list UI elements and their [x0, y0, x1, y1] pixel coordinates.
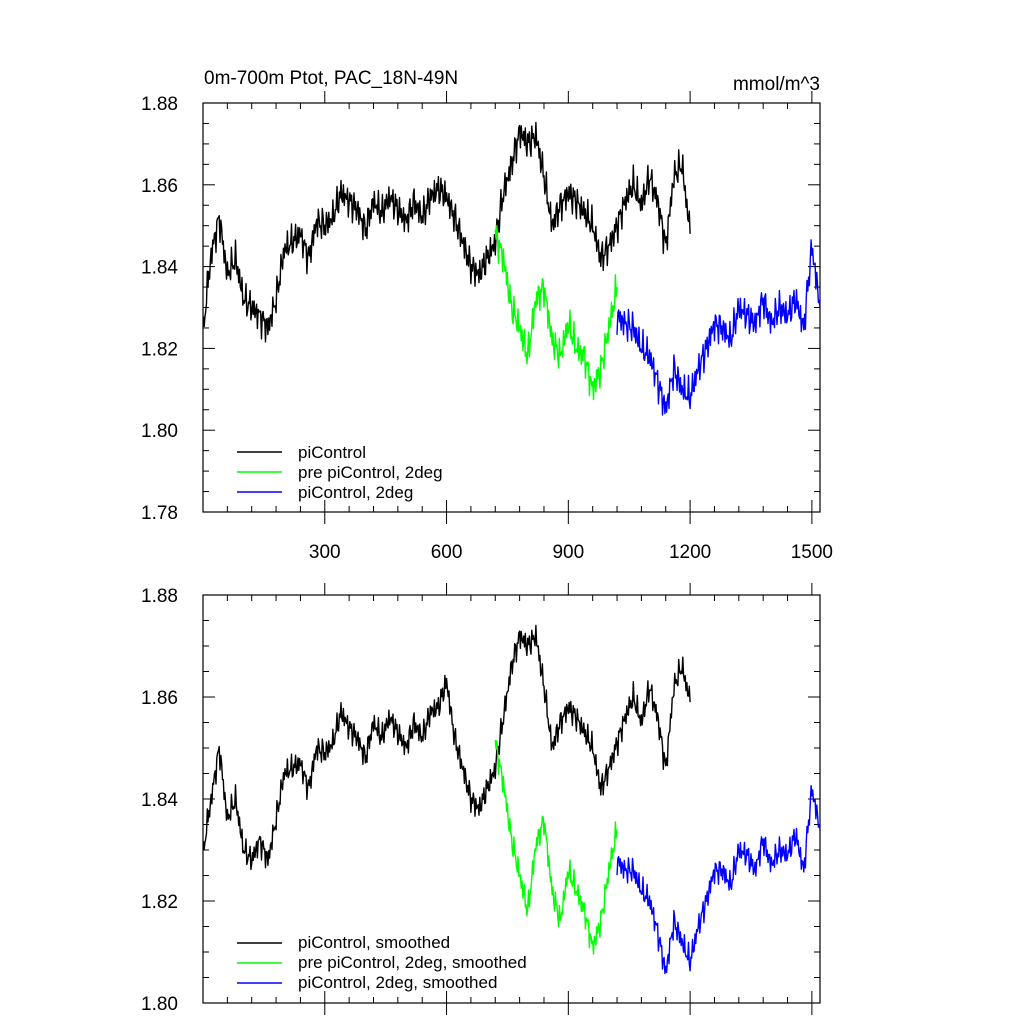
top-x-tick-label: 900: [552, 542, 584, 563]
units-label: mmol/m^3: [733, 74, 820, 95]
legend-label-picontrol-2deg: piControl, 2deg: [298, 483, 413, 502]
bottom-series-group: [202, 624, 821, 975]
bottom-y-tick-label: 1.84: [141, 790, 178, 811]
top-x-tick-label: 600: [431, 542, 463, 563]
bottom-series-line-2: [616, 785, 821, 975]
bottom-series-line-1: [494, 739, 618, 955]
top-axes: 1.78 1.80 1.82 1.84 1.86 1.88 300 600 900 1200 150…: [141, 91, 833, 563]
top-series-line-0: [202, 121, 691, 343]
bottom-y-tick-label: 1.82: [141, 892, 178, 913]
top-y-tick-label: 1.80: [141, 421, 178, 442]
legend-label-pre-picontrol: pre piControl, 2deg: [298, 463, 443, 482]
top-y-tick-label: 1.86: [141, 176, 178, 197]
top-series-line-2: [616, 239, 821, 416]
top-panel: 0m-700m Ptot, PAC_18N-49N mmol/m^3 1.781…: [141, 68, 833, 563]
top-x-tick-label: 300: [309, 542, 341, 563]
top-y-tick-label: 1.82: [141, 339, 178, 360]
bottom-y-tick-label: 1.86: [141, 688, 178, 709]
legend-label-picontrol-2deg-smoothed: piControl, 2deg, smoothed: [298, 973, 497, 992]
top-legend: piControl pre piControl, 2deg piControl,…: [237, 443, 443, 502]
bottom-plot-frame: [202, 594, 821, 1004]
top-x-tick-label: 1200: [669, 542, 711, 563]
top-series-group: [202, 121, 821, 416]
top-y-tick-label: 1.78: [141, 503, 178, 524]
legend-label-pre-picontrol-smoothed: pre piControl, 2deg, smoothed: [298, 953, 527, 972]
chart-title: 0m-700m Ptot, PAC_18N-49N: [204, 68, 458, 89]
bottom-legend: piControl, smoothed pre piControl, 2deg,…: [237, 933, 527, 992]
top-y-tick-label: 1.88: [141, 94, 178, 115]
legend-label-picontrol-smoothed: piControl, smoothed: [298, 933, 450, 952]
legend-label-picontrol: piControl: [298, 443, 366, 462]
top-y-tick-label: 1.84: [141, 258, 178, 279]
bottom-y-tick-label: 1.80: [141, 994, 178, 1015]
bottom-axes: 1.80 1.82 1.84 1.86 1.88: [141, 583, 821, 1015]
bottom-series-line-0: [202, 624, 691, 871]
top-series-line-1: [494, 224, 618, 401]
bottom-y-tick-label: 1.88: [141, 586, 178, 607]
top-x-tick-label: 1500: [791, 542, 833, 563]
bottom-panel: 1.80 1.82 1.84 1.86 1.88 piControl, smoothed…: [141, 583, 821, 1015]
